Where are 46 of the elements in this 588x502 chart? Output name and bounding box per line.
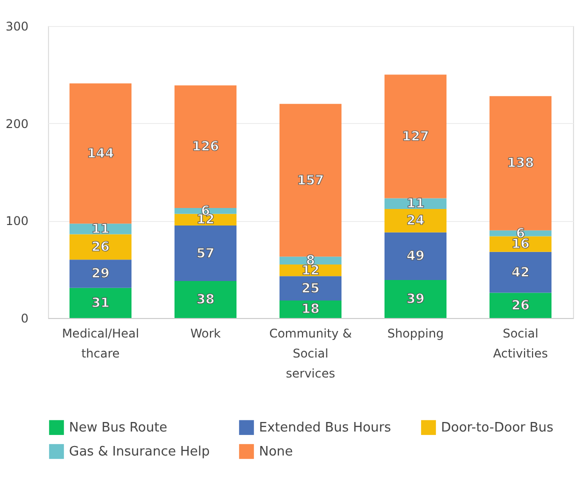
data-label: 26	[91, 240, 110, 255]
data-label: 24	[406, 214, 425, 229]
bar	[490, 292, 552, 318]
bar	[384, 280, 446, 318]
bar	[490, 252, 552, 293]
legend-label: New Bus Route	[69, 420, 168, 436]
data-label: 29	[91, 266, 110, 282]
data-label: 138	[506, 156, 534, 172]
x-tick-label: Medical/Healthcare	[62, 326, 140, 360]
data-label: 18	[301, 302, 320, 318]
legend-label: Gas & Insurance Help	[69, 444, 210, 460]
x-tick-label: Social Activities	[493, 326, 548, 360]
data-label: 49	[406, 249, 425, 264]
bar	[70, 234, 132, 260]
bar	[384, 208, 446, 232]
x-tick-label: Work	[190, 326, 221, 340]
data-label: 39	[406, 292, 425, 308]
data-label: 25	[301, 281, 320, 296]
y-tick-label: 200	[6, 116, 28, 131]
bar	[384, 232, 446, 280]
data-label: 26	[511, 298, 530, 314]
data-label: 127	[402, 129, 430, 144]
data-label: 11	[406, 196, 425, 212]
y-tick-label: 0	[20, 312, 28, 326]
data-label: 42	[511, 265, 530, 280]
data-label: 57	[196, 246, 215, 262]
bar	[70, 83, 132, 224]
data-label: 144	[86, 146, 114, 162]
bar	[384, 74, 446, 198]
x-tick-label: Shopping	[387, 326, 444, 340]
data-label: 11	[91, 222, 110, 237]
y-tick-label: 300	[6, 20, 28, 34]
bar	[70, 288, 132, 318]
y-tick-label: 100	[6, 214, 28, 228]
legend-label: None	[259, 444, 293, 460]
bar	[174, 226, 236, 282]
data-label: 157	[296, 173, 324, 188]
data-label: 126	[192, 140, 220, 155]
bar	[174, 281, 236, 318]
data-label: 38	[196, 292, 215, 308]
x-tick-label: Community & Social services	[269, 326, 352, 380]
legend-label: Door-to-Door Bus	[441, 420, 554, 436]
data-label: 31	[91, 296, 110, 311]
bar	[280, 276, 342, 300]
bar	[70, 260, 132, 288]
legend-label: Extended Bus Hours	[259, 420, 392, 436]
